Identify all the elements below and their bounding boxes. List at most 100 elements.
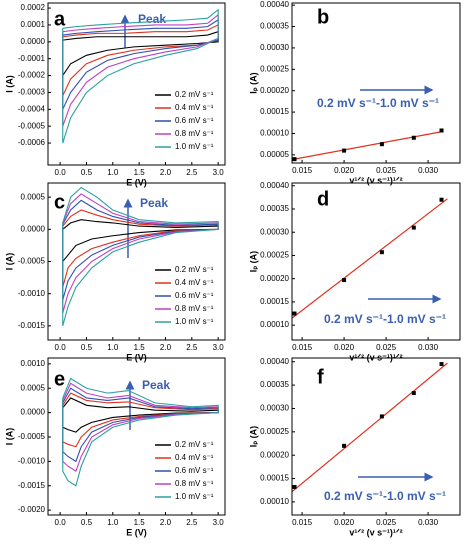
x-tick-label: 0.0	[55, 168, 67, 177]
y-tick-label: 0.00010	[260, 497, 289, 506]
y-tick-label: -0.0001	[18, 54, 46, 63]
y-axis-label: I (A)	[4, 75, 14, 93]
y-tick-label: 0.00025	[260, 427, 289, 436]
y-tick-label: -0.0020	[18, 505, 46, 514]
annotation: Peak	[138, 12, 166, 26]
y-tick-label: 0.00035	[260, 22, 289, 31]
legend-label: 1.0 mV s⁻¹	[175, 317, 214, 326]
data-point	[411, 225, 416, 230]
y-axis-label: I (A)	[4, 428, 14, 446]
y-tick-label: -0.0005	[18, 121, 46, 130]
plot-area	[62, 8, 219, 144]
plot-area	[62, 186, 219, 326]
x-tick-label: 0.025	[376, 343, 397, 352]
y-tick-label: 0.00040	[260, 357, 289, 366]
x-tick-label: 2.0	[160, 518, 172, 527]
x-tick-label: 0.0	[55, 518, 67, 527]
y-tick-label: 0.0005	[21, 383, 46, 392]
y-tick-label: 0.0000	[21, 224, 46, 233]
legend-label: 1.0 mV s⁻¹	[175, 142, 214, 151]
x-tick-label: 2.0	[160, 343, 172, 352]
data-point	[292, 157, 297, 162]
annotation: 0.2 mV s⁻¹-1.0 mV s⁻¹	[317, 96, 439, 110]
x-tick-label: 3.0	[213, 518, 225, 527]
legend-label: 0.2 mV s⁻¹	[175, 90, 214, 99]
cv-curve	[62, 18, 219, 110]
y-tick-label: 0.0005	[21, 192, 46, 201]
y-tick-label: 0.00010	[260, 129, 289, 138]
y-tick-label: 0.00025	[260, 64, 289, 73]
y-tick-label: 0.00040	[260, 0, 289, 9]
y-tick-label: 0.00005	[260, 150, 289, 159]
x-tick-label: 0.5	[81, 168, 93, 177]
data-point	[342, 148, 347, 153]
panel-label: b	[317, 6, 329, 28]
fit-line	[292, 362, 448, 493]
panel-label: e	[54, 368, 65, 390]
data-point	[439, 128, 444, 133]
annotation: 0.2 mV s⁻¹-1.0 mV s⁻¹	[324, 489, 446, 503]
plot-frame	[47, 182, 226, 341]
data-point	[411, 391, 416, 396]
plot-area	[292, 362, 448, 493]
x-axis-label: v¹ᐟ² (v s⁻¹)¹ᐟ²	[349, 527, 402, 537]
cv-curve	[62, 377, 219, 487]
y-tick-label: 0.00040	[260, 181, 289, 190]
x-tick-label: 0.025	[376, 166, 397, 175]
y-tick-label: 0.0001	[21, 20, 46, 29]
x-tick-label: 1.0	[107, 168, 119, 177]
x-tick-label: 0.030	[418, 518, 439, 527]
x-tick-label: 1.0	[107, 343, 119, 352]
legend-label: 0.6 mV s⁻¹	[175, 116, 214, 125]
x-tick-label: 0.5	[81, 518, 93, 527]
y-tick-label: 0.00030	[260, 43, 289, 52]
legend-label: 0.8 mV s⁻¹	[175, 129, 214, 138]
cv-curve	[62, 397, 219, 433]
x-tick-label: 0.020	[334, 343, 355, 352]
plot-area	[292, 128, 444, 162]
x-tick-label: 0.015	[292, 166, 313, 175]
x-axis-label: v¹ᐟ² (v s⁻¹)¹ᐟ²	[349, 175, 402, 185]
y-tick-label: 0.00020	[260, 450, 289, 459]
fit-line	[292, 198, 448, 319]
panel: 0.0 0.5 1.0 1.5 2.0 2.5 3.0 0.0010 0.0005 0.0000 -…	[4, 357, 226, 537]
x-axis-label: E (V)	[126, 352, 147, 362]
y-tick-label: -0.0006	[18, 138, 46, 147]
data-point	[379, 250, 384, 255]
legend-label: 0.6 mV s⁻¹	[175, 291, 214, 300]
panel: 0.015 0.020 0.025 0.030 0.00040 0.00035 0.0003…	[248, 0, 461, 185]
plot-frame	[291, 357, 461, 516]
data-point	[292, 311, 297, 316]
y-tick-label: 0.00020	[260, 274, 289, 283]
panel: 0.0 0.5 1.0 1.5 2.0 2.5 3.0 0.0002 0.0001 0.0000 -…	[4, 2, 226, 187]
y-tick-label: 0.00025	[260, 251, 289, 260]
x-tick-label: 0.015	[292, 518, 313, 527]
data-point	[342, 278, 347, 283]
x-tick-label: 1.0	[107, 518, 119, 527]
x-tick-label: 2.5	[186, 168, 198, 177]
x-tick-label: 0.5	[81, 343, 93, 352]
legend-label: 0.8 mV s⁻¹	[175, 479, 214, 488]
y-tick-label: -0.0002	[18, 71, 46, 80]
plot-area	[292, 197, 448, 319]
data-point	[439, 362, 444, 367]
x-tick-label: 2.0	[160, 168, 172, 177]
panel: 0.015 0.020 0.025 0.030 0.00040 0.00035 0.0003…	[248, 357, 461, 537]
data-point	[379, 414, 384, 419]
panel-label: d	[317, 188, 329, 210]
panel: 0.0 0.5 1.0 1.5 2.0 2.5 3.0 0.0005 0.0000 -0.0005…	[4, 182, 226, 362]
data-point	[439, 197, 444, 202]
panel-label: f	[317, 366, 324, 388]
y-tick-label: 0.00035	[260, 380, 289, 389]
data-point	[379, 142, 384, 147]
cv-curve	[62, 8, 219, 144]
x-tick-label: 2.5	[186, 518, 198, 527]
panel: 0.015 0.020 0.025 0.030 0.00040 0.00035 0.0003…	[248, 181, 461, 362]
x-tick-label: 1.5	[134, 168, 146, 177]
fit-line	[294, 131, 442, 160]
legend-label: 0.4 mV s⁻¹	[175, 453, 214, 462]
legend-label: 0.2 mV s⁻¹	[175, 265, 214, 274]
x-tick-label: 3.0	[213, 168, 225, 177]
legend-label: 0.2 mV s⁻¹	[175, 440, 214, 449]
